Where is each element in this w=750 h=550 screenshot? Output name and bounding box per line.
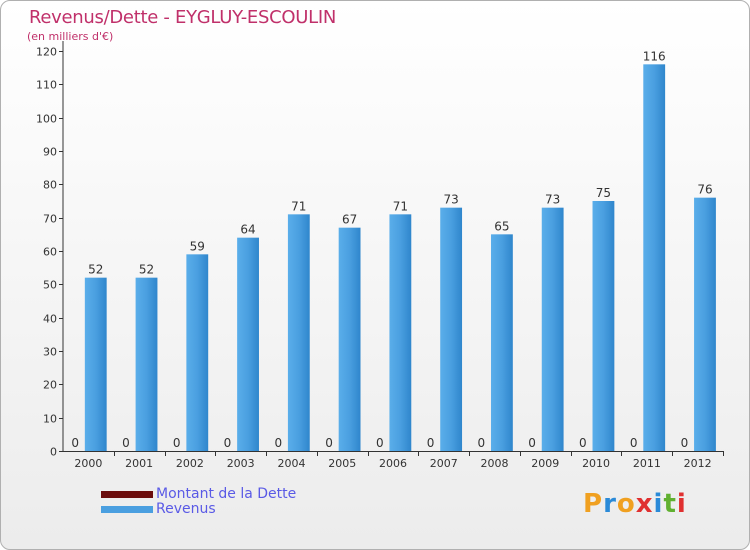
- data-label-revenus: 64: [240, 223, 255, 237]
- data-label-dette: 0: [528, 436, 536, 450]
- logo-letter: P: [583, 489, 604, 519]
- x-tick-label: 2010: [582, 457, 610, 470]
- bar-revenus: [440, 207, 463, 451]
- data-label-dette: 0: [224, 436, 232, 450]
- bar-revenus: [186, 254, 209, 451]
- x-tick-label: 2004: [277, 457, 305, 470]
- y-tick-label: 70: [43, 213, 57, 226]
- data-label-revenus: 73: [545, 193, 560, 207]
- data-label-revenus: 52: [139, 263, 154, 277]
- legend-label-dette: Montant de la Dette: [156, 486, 297, 502]
- data-label-revenus: 76: [697, 183, 712, 197]
- y-tick-label: 30: [43, 346, 57, 359]
- data-label-revenus: 71: [291, 199, 306, 213]
- y-tick-label: 10: [43, 413, 57, 426]
- chart-subtitle: (en milliers d'€): [27, 30, 114, 43]
- bar-revenus: [287, 214, 310, 451]
- x-tick-label: 2002: [176, 457, 204, 470]
- data-label-dette: 0: [274, 436, 282, 450]
- bar-revenus: [237, 237, 259, 451]
- logo-letter: r: [603, 489, 617, 519]
- bar-revenus: [135, 277, 158, 451]
- y-tick-label: 80: [43, 179, 57, 192]
- data-label-revenus: 71: [393, 199, 408, 213]
- data-label-revenus: 75: [596, 186, 611, 200]
- data-label-dette: 0: [478, 436, 486, 450]
- bar-revenus: [643, 64, 666, 452]
- logo-letter: x: [635, 489, 654, 519]
- x-tick-label: 2000: [74, 457, 102, 470]
- x-tick-label: 2008: [481, 457, 509, 470]
- data-label-revenus: 67: [342, 213, 357, 227]
- y-tick-label: 0: [50, 446, 57, 459]
- data-label-revenus: 116: [643, 49, 666, 63]
- legend-swatch-revenus: [101, 506, 153, 513]
- y-tick-label: 120: [36, 46, 57, 59]
- data-label-dette: 0: [122, 436, 130, 450]
- data-label-dette: 0: [427, 436, 435, 450]
- logo-letter: o: [616, 489, 636, 519]
- data-label-revenus: 52: [88, 263, 103, 277]
- data-label-revenus: 73: [443, 193, 458, 207]
- data-label-dette: 0: [681, 436, 689, 450]
- data-label-dette: 0: [173, 436, 181, 450]
- bar-revenus: [84, 277, 107, 451]
- y-tick-label: 20: [43, 379, 57, 392]
- data-label-dette: 0: [376, 436, 384, 450]
- y-tick-label: 100: [36, 113, 57, 126]
- data-label-revenus: 59: [190, 239, 205, 253]
- x-tick-label: 2012: [684, 457, 712, 470]
- x-tick-label: 2001: [125, 457, 153, 470]
- chart-title: Revenus/Dette - EYGLUY-ESCOULIN: [29, 7, 337, 28]
- legend-swatch-dette: [101, 491, 153, 498]
- y-tick-label: 110: [36, 79, 57, 92]
- legend-label-revenus: Revenus: [156, 501, 216, 517]
- bar-revenus: [592, 201, 615, 451]
- bar-revenus: [338, 227, 361, 451]
- data-label-dette: 0: [325, 436, 333, 450]
- x-tick-label: 2009: [531, 457, 559, 470]
- data-label-dette: 0: [579, 436, 587, 450]
- y-tick-label: 50: [43, 279, 57, 292]
- bar-revenus: [541, 207, 564, 451]
- y-tick-label: 90: [43, 146, 57, 159]
- x-tick-label: 2005: [328, 457, 356, 470]
- x-tick-label: 2011: [633, 457, 661, 470]
- y-tick-label: 40: [43, 313, 57, 326]
- proxiti-logo: Proxiti: [583, 489, 687, 519]
- data-label-dette: 0: [71, 436, 79, 450]
- bar-revenus: [490, 234, 513, 451]
- y-tick-label: 60: [43, 246, 57, 259]
- logo-letter: i: [653, 489, 664, 519]
- bar-revenus: [694, 197, 716, 451]
- x-tick-label: 2007: [430, 457, 458, 470]
- x-tick-label: 2003: [227, 457, 255, 470]
- logo-letter: i: [676, 489, 687, 519]
- data-label-revenus: 65: [494, 219, 509, 233]
- bar-revenus: [389, 214, 412, 451]
- data-label-dette: 0: [630, 436, 638, 450]
- x-tick-label: 2006: [379, 457, 407, 470]
- logo-letter: t: [663, 489, 677, 519]
